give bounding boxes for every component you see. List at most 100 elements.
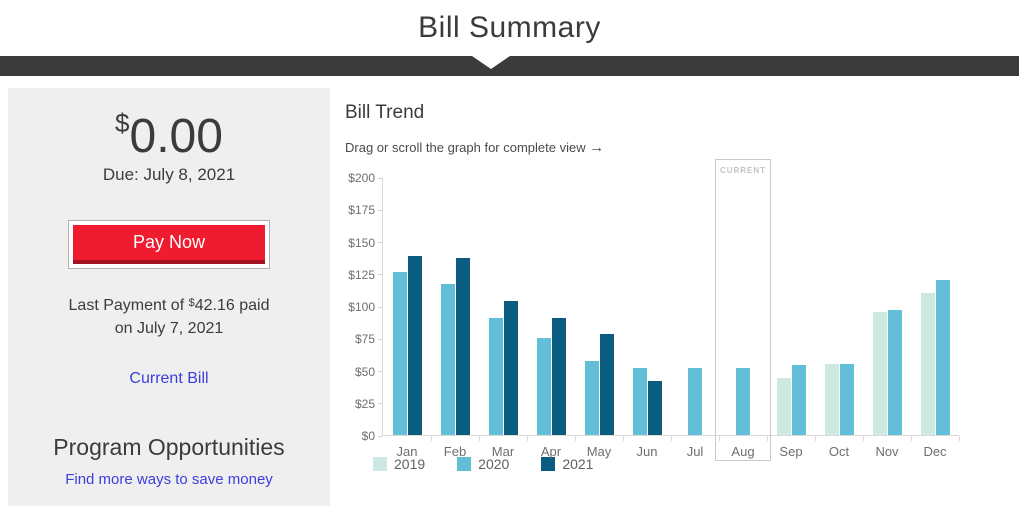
y-tick-label: $125 <box>348 268 382 282</box>
month-group-dec: Dec <box>911 178 960 459</box>
month-group-oct: Oct <box>815 178 864 459</box>
legend-swatch-2020 <box>457 457 472 471</box>
y-tick-label: $75 <box>355 332 382 346</box>
bill-trend-section: Bill Trend Drag or scroll the graph for … <box>330 88 1019 472</box>
month-group-apr: Apr <box>527 178 576 459</box>
legend-swatch-2021 <box>541 457 556 471</box>
x-tick-label: Feb <box>443 444 467 459</box>
x-tick-label: Apr <box>540 444 562 459</box>
month-group-mar: Mar <box>479 178 528 459</box>
main-content: $0.00 Due: July 8, 2021 Pay Now Last Pay… <box>0 76 1019 506</box>
last-payment-currency-sign: $ <box>188 297 195 310</box>
y-tick-label: $150 <box>348 236 382 250</box>
bar-group <box>584 334 614 435</box>
plot-area[interactable]: Jan Feb Mar Apr May Jun Jul CURRENT Aug Sep Oct Nov… <box>382 159 960 461</box>
month-group-aug: CURRENT Aug <box>715 159 771 461</box>
bar-2020-nov[interactable] <box>887 309 902 435</box>
bar-2020-jul[interactable] <box>688 367 702 435</box>
last-payment-date: on July 7, 2021 <box>114 319 224 337</box>
bar-group <box>920 280 950 435</box>
x-tick-label: Jun <box>636 444 658 459</box>
x-tick-label: Dec <box>923 444 947 459</box>
month-group-jun: Jun <box>623 178 672 459</box>
bar-2020-sep[interactable] <box>791 365 806 435</box>
bill-summary-panel: $0.00 Due: July 8, 2021 Pay Now Last Pay… <box>8 88 330 506</box>
bar-group <box>872 309 902 435</box>
due-date: Due: July 8, 2021 <box>102 165 236 185</box>
bar-2021-may[interactable] <box>599 334 614 435</box>
bar-2020-oct[interactable] <box>839 364 854 435</box>
chart-title: Bill Trend <box>345 102 425 123</box>
legend-label: 2020 <box>478 456 510 472</box>
pay-now-button-wrap: Pay Now <box>68 220 270 270</box>
x-tick-label: Sep <box>779 444 803 459</box>
bar-group <box>488 300 518 435</box>
x-tick-label: Mar <box>491 444 515 459</box>
chart-drag-hint-text: Drag or scroll the graph for complete vi… <box>345 140 586 155</box>
month-group-sep: Sep <box>767 178 816 459</box>
bar-2021-apr[interactable] <box>551 317 566 435</box>
bar-group <box>392 255 422 435</box>
month-group-feb: Feb <box>431 178 480 459</box>
bar-2020-mar[interactable] <box>488 317 503 435</box>
y-tick-label: $25 <box>355 397 382 411</box>
current-month-label: CURRENT <box>719 166 767 175</box>
bar-2020-apr[interactable] <box>536 338 551 435</box>
bar-group <box>536 317 566 435</box>
chart-legend: 2019 2020 2021 <box>373 456 1019 472</box>
amount-value: 0.00 <box>129 110 223 163</box>
x-tick-label: May <box>586 444 612 459</box>
month-group-may: May <box>575 178 624 459</box>
find-more-ways-link[interactable]: Find more ways to save money <box>65 471 273 489</box>
bar-2020-dec[interactable] <box>935 280 950 435</box>
bar-2019-nov[interactable] <box>872 312 887 435</box>
y-tick-label: $100 <box>348 300 382 314</box>
legend-item-2019: 2019 <box>373 456 425 472</box>
bar-group <box>688 367 702 435</box>
month-group-nov: Nov <box>863 178 912 459</box>
bar-group <box>736 367 750 435</box>
y-tick-label: $50 <box>355 365 382 379</box>
ribbon-notch-icon <box>472 56 511 69</box>
month-group-jan: Jan <box>383 178 432 459</box>
title-ribbon <box>0 56 1019 76</box>
amount-due: $0.00 <box>8 108 330 163</box>
bar-2019-oct[interactable] <box>824 364 839 435</box>
page-title: Bill Summary <box>418 11 601 44</box>
bar-2021-feb[interactable] <box>455 258 470 435</box>
currency-sign: $ <box>115 108 130 138</box>
x-tick-label: Jul <box>686 444 704 459</box>
bar-2020-jun[interactable] <box>632 367 647 435</box>
bar-2021-jun[interactable] <box>647 380 662 435</box>
y-tick-label: $200 <box>348 171 382 185</box>
bill-trend-chart[interactable]: $0 $25 $50 $75 $100 $125 $150 $175 $200 Jan Feb Ma… <box>345 159 1019 461</box>
legend-swatch-2019 <box>373 457 387 471</box>
legend-label: 2019 <box>394 456 426 472</box>
bar-2021-jan[interactable] <box>407 255 422 435</box>
chart-drag-hint: Drag or scroll the graph for complete vi… <box>345 139 1019 156</box>
last-payment-suffix: paid <box>234 297 270 315</box>
bar-2019-dec[interactable] <box>920 293 935 435</box>
bar-2021-mar[interactable] <box>503 300 518 435</box>
right-arrow-icon: → <box>589 139 605 156</box>
bar-2020-jan[interactable] <box>392 272 407 435</box>
y-axis: $0 $25 $50 $75 $100 $125 $150 $175 $200 <box>345 171 382 443</box>
legend-item-2021: 2021 <box>541 456 593 472</box>
bar-2019-sep[interactable] <box>776 378 791 435</box>
legend-label: 2021 <box>562 456 594 472</box>
bar-group <box>440 258 470 435</box>
bar-2020-may[interactable] <box>584 361 599 435</box>
last-payment-text: Last Payment of $42.16 paid on July 7, 2… <box>8 295 330 340</box>
bar-2020-aug[interactable] <box>736 367 750 435</box>
month-group-jul: Jul <box>671 178 720 459</box>
pay-now-button[interactable]: Pay Now <box>73 225 265 265</box>
program-opportunities-heading: Program Opportunities <box>53 434 285 461</box>
y-tick-label: $175 <box>348 203 382 217</box>
current-month-box: CURRENT <box>715 159 771 461</box>
bar-2020-feb[interactable] <box>440 284 455 435</box>
current-bill-link[interactable]: Current Bill <box>129 370 209 388</box>
x-tick-label: Jan <box>396 444 418 459</box>
x-tick-label: Oct <box>828 444 850 459</box>
bar-group <box>632 367 662 435</box>
